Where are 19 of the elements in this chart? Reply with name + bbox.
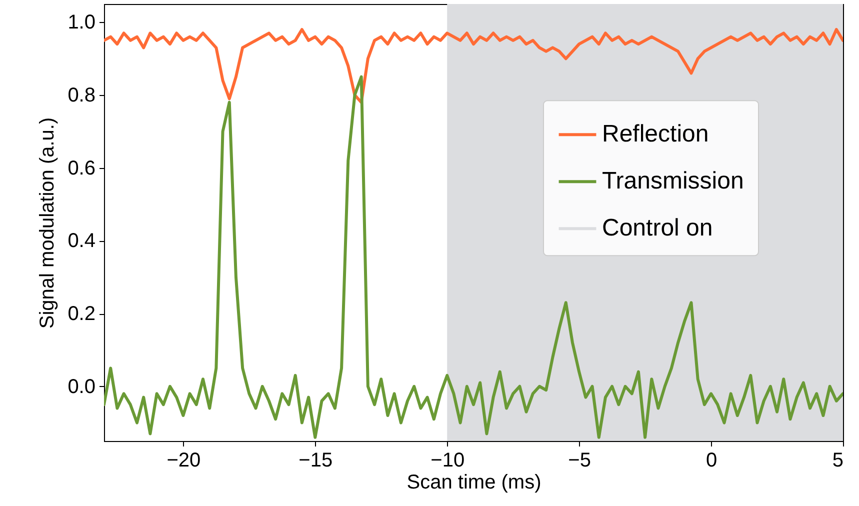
y-tick-label: 0.6: [68, 157, 96, 180]
x-tick-label: −10: [430, 450, 465, 472]
y-tick-label: 0.4: [68, 230, 96, 252]
y-tick-label: 0.2: [68, 303, 96, 326]
y-tick-label: 0.0: [68, 376, 96, 398]
x-tick-label: 0: [706, 450, 718, 472]
x-tick-label: −5: [568, 450, 591, 472]
y-tick-label: 1.0: [68, 12, 96, 34]
legend-label: Transmission: [602, 168, 744, 195]
x-axis-title: Scan time (ms): [406, 472, 542, 494]
legend-label: Reflection: [602, 120, 709, 148]
x-tick-label: 5: [832, 450, 844, 472]
x-tick-label: −20: [166, 450, 201, 472]
line-series: [104, 75, 843, 439]
y-tick-label: 0.8: [68, 84, 96, 107]
line-series: [104, 28, 843, 104]
y-axis-title: Signal modulation (a.u.): [36, 117, 59, 329]
band-label: Control on: [602, 214, 713, 242]
x-tick-label: −15: [298, 450, 333, 472]
